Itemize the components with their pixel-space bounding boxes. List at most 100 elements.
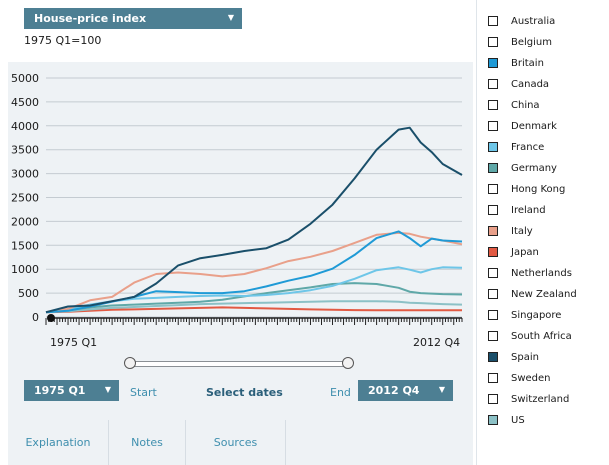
legend-label: Germany xyxy=(511,162,557,174)
legend-checkbox[interactable] xyxy=(488,310,498,320)
series-line-us xyxy=(45,300,463,314)
baseline-note: 1975 Q1=100 xyxy=(24,34,102,47)
chevron-down-icon: ▼ xyxy=(227,13,234,22)
tab-notes[interactable]: Notes xyxy=(109,420,186,465)
legend-checkbox[interactable] xyxy=(488,226,498,236)
y-tick-label: 4500 xyxy=(11,96,39,109)
legend-checkbox[interactable] xyxy=(488,394,498,404)
y-tick-label: 3500 xyxy=(11,144,39,157)
legend-item-france[interactable]: France xyxy=(488,140,544,154)
legend-item-hong-kong[interactable]: Hong Kong xyxy=(488,182,565,196)
legend-checkbox[interactable] xyxy=(488,121,498,131)
legend-label: South Africa xyxy=(511,330,572,342)
legend-item-switzerland[interactable]: Switzerland xyxy=(488,392,569,406)
chart-panel: House-price index ▼ 1975 Q1=100 0 500 1000… xyxy=(8,0,477,465)
legend-label: Ireland xyxy=(511,204,546,216)
legend-item-china[interactable]: China xyxy=(488,98,540,112)
legend-label: Australia xyxy=(511,15,556,27)
legend-item-spain[interactable]: Spain xyxy=(488,350,539,364)
legend-label: Belgium xyxy=(511,36,552,48)
legend-label: Switzerland xyxy=(511,393,570,405)
legend-item-canada[interactable]: Canada xyxy=(488,77,549,91)
end-label: End xyxy=(330,386,351,399)
legend-label: Japan xyxy=(511,246,539,258)
legend-label: Hong Kong xyxy=(511,183,566,195)
legend-checkbox[interactable] xyxy=(488,373,498,383)
legend-item-netherlands[interactable]: Netherlands xyxy=(488,266,572,280)
legend-checkbox[interactable] xyxy=(488,268,498,278)
legend-checkbox[interactable] xyxy=(488,100,498,110)
y-tick-label: 500 xyxy=(18,287,39,300)
tab-explanation[interactable]: Explanation xyxy=(8,420,109,465)
x-axis-start-marker xyxy=(47,314,55,322)
x-axis-start-label: 1975 Q1 xyxy=(50,336,98,349)
legend-label: Netherlands xyxy=(511,267,572,279)
legend-item-australia[interactable]: Australia xyxy=(488,14,555,28)
line-chart: 0 500 1000 1500 2000 2500 3000 3500 4000 4500 5000 xyxy=(11,72,463,325)
chevron-down-icon: ▼ xyxy=(104,385,111,394)
end-date-value: 2012 Q4 xyxy=(368,384,420,397)
date-range-slider[interactable] xyxy=(130,361,350,367)
legend-checkbox[interactable] xyxy=(488,37,498,47)
legend-checkbox[interactable] xyxy=(488,331,498,341)
legend-checkbox[interactable] xyxy=(488,205,498,215)
legend-checkbox[interactable] xyxy=(488,415,498,425)
metric-dropdown-label: House-price index xyxy=(34,12,147,25)
legend-item-germany[interactable]: Germany xyxy=(488,161,557,175)
start-slider-handle[interactable] xyxy=(124,357,136,369)
legend-item-britain[interactable]: Britain xyxy=(488,56,544,70)
series-line-spain xyxy=(45,126,463,314)
legend-label: China xyxy=(511,99,540,111)
legend-label: Singapore xyxy=(511,309,562,321)
legend-item-ireland[interactable]: Ireland xyxy=(488,203,546,217)
legend-checkbox[interactable] xyxy=(488,247,498,257)
legend-item-belgium[interactable]: Belgium xyxy=(488,35,552,49)
legend-item-south-africa[interactable]: South Africa xyxy=(488,329,572,343)
legend-item-singapore[interactable]: Singapore xyxy=(488,308,561,322)
legend-checkbox[interactable] xyxy=(488,163,498,173)
legend-item-italy[interactable]: Italy xyxy=(488,224,533,238)
x-axis-end-label: 2012 Q4 xyxy=(413,336,461,349)
legend-item-denmark[interactable]: Denmark xyxy=(488,119,557,133)
y-tick-label: 3000 xyxy=(11,168,39,181)
y-tick-label: 0 xyxy=(32,311,39,324)
metric-dropdown[interactable]: House-price index ▼ xyxy=(24,8,242,29)
info-tabs: Explanation Notes Sources xyxy=(8,420,473,465)
start-date-value: 1975 Q1 xyxy=(34,384,86,397)
legend-label: Italy xyxy=(511,225,533,237)
chevron-down-icon: ▼ xyxy=(438,385,445,394)
legend-item-new-zealand[interactable]: New Zealand xyxy=(488,287,577,301)
legend-item-us[interactable]: US xyxy=(488,413,525,427)
y-tick-label: 2000 xyxy=(11,215,39,228)
y-tick-label: 5000 xyxy=(11,72,39,85)
end-slider-handle[interactable] xyxy=(342,357,354,369)
legend-label: France xyxy=(511,141,545,153)
legend-checkbox[interactable] xyxy=(488,58,498,68)
y-tick-label: 4000 xyxy=(11,120,39,133)
legend-label: Sweden xyxy=(511,372,551,384)
start-date-dropdown[interactable]: 1975 Q1 ▼ xyxy=(24,380,119,401)
legend-checkbox[interactable] xyxy=(488,79,498,89)
chart-area xyxy=(8,62,473,420)
legend-checkbox[interactable] xyxy=(488,352,498,362)
series-line-italy xyxy=(45,231,463,314)
legend-label: Spain xyxy=(511,351,539,363)
legend-checkbox[interactable] xyxy=(488,142,498,152)
legend-item-sweden[interactable]: Sweden xyxy=(488,371,551,385)
start-label: Start xyxy=(130,386,157,399)
y-tick-label: 2500 xyxy=(11,192,39,205)
legend-label: Canada xyxy=(511,78,550,90)
select-dates-label: Select dates xyxy=(206,386,283,399)
legend-item-japan[interactable]: Japan xyxy=(488,245,539,259)
legend-label: Denmark xyxy=(511,120,557,132)
legend-checkbox[interactable] xyxy=(488,289,498,299)
legend-label: US xyxy=(511,414,525,426)
tab-sources[interactable]: Sources xyxy=(186,420,286,465)
end-date-dropdown[interactable]: 2012 Q4 ▼ xyxy=(358,380,453,401)
series-line-japan xyxy=(45,306,462,314)
legend-label: Britain xyxy=(511,57,544,69)
legend-checkbox[interactable] xyxy=(488,16,498,26)
legend-checkbox[interactable] xyxy=(488,184,498,194)
series-line-germany xyxy=(45,282,463,314)
y-tick-label: 1500 xyxy=(11,239,39,252)
